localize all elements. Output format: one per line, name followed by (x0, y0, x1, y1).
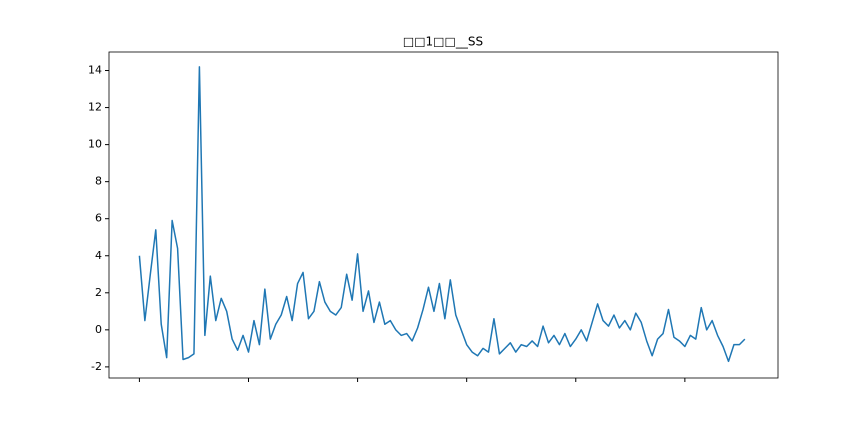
line (138, 66, 746, 363)
y-tick-label: 4 (95, 249, 102, 262)
y-tick-label: 6 (95, 212, 102, 225)
plot-frame (108, 51, 779, 379)
chart-title: □□1□□__SS (403, 35, 483, 49)
y-tick-label: 12 (88, 101, 102, 114)
y-tick-label: -2 (91, 360, 102, 373)
y-tick-label: 10 (88, 138, 102, 151)
y-tick-label: 2 (95, 286, 102, 299)
y-tick-label: 14 (88, 64, 102, 77)
y-tick-label: 0 (95, 323, 102, 336)
y-tick-label: 8 (95, 175, 102, 188)
